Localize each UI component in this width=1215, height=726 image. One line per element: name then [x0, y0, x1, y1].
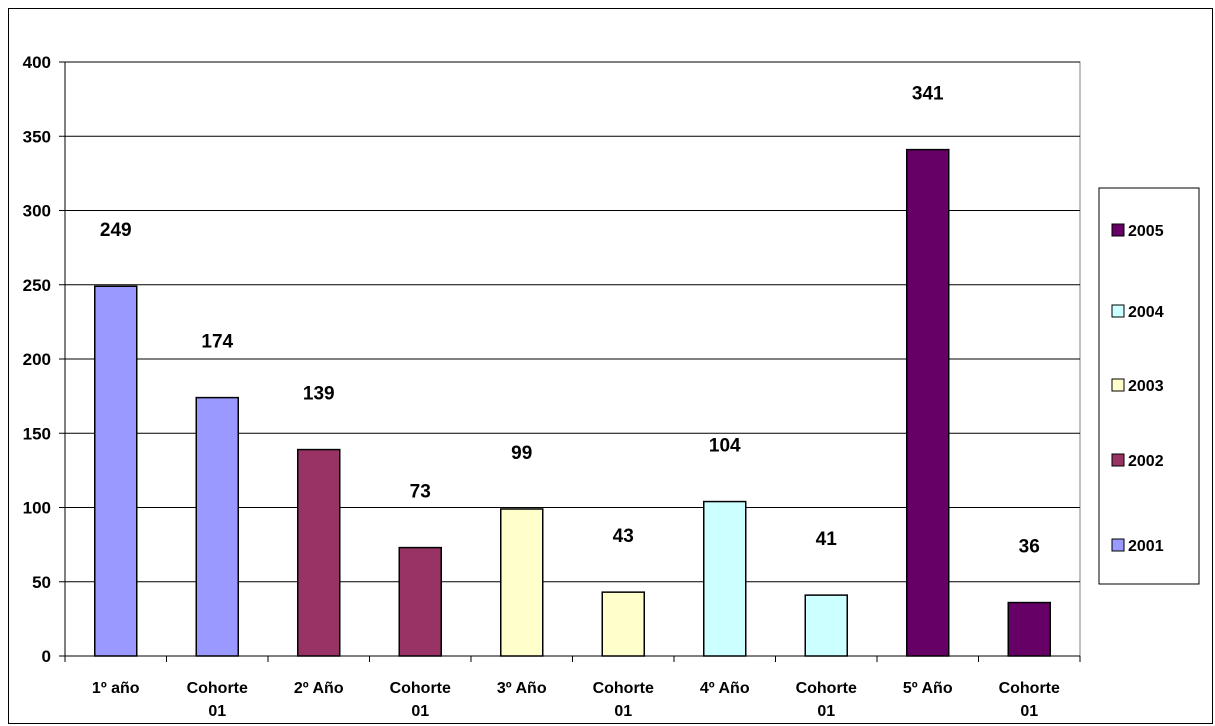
- bar: [703, 500, 747, 657]
- y-tick-label: 300: [23, 202, 51, 221]
- y-tick-label: 50: [32, 573, 51, 592]
- y-tick-label: 250: [23, 276, 51, 295]
- x-tick-label-line2: 01: [817, 703, 835, 720]
- x-tick-label-line2: 01: [411, 703, 429, 720]
- x-tick-label: Cohorte: [187, 680, 248, 697]
- x-tick-label-line2: 01: [208, 703, 226, 720]
- y-tick-label: 100: [23, 499, 51, 518]
- bar: [94, 285, 138, 657]
- x-tick-label: Cohorte: [796, 680, 857, 697]
- legend-swatch: [1111, 378, 1125, 392]
- legend-label: 2002: [1128, 453, 1164, 470]
- bar: [1007, 601, 1051, 657]
- bar: [195, 396, 239, 657]
- bar: [906, 148, 950, 657]
- y-tick-label: 0: [42, 647, 51, 666]
- data-label: 104: [709, 436, 741, 457]
- bar: [804, 594, 848, 657]
- x-tick-label: 2º Año: [294, 680, 344, 697]
- data-label: 139: [303, 384, 335, 405]
- data-label: 174: [201, 332, 233, 353]
- legend-label: 2003: [1128, 378, 1164, 395]
- legend: 2005 2004 2003 2002 2001: [1098, 187, 1200, 585]
- data-label: 41: [816, 529, 838, 550]
- y-tick-label: 350: [23, 127, 51, 146]
- x-tick-label: 3º Año: [497, 680, 547, 697]
- y-tick-label: 400: [23, 53, 51, 72]
- x-tick-label: 1º año: [92, 680, 140, 697]
- legend-swatch: [1111, 453, 1125, 467]
- data-labels: 249 174 139 73 99 43 104 41 341 36: [100, 84, 1040, 558]
- y-tick-label: 150: [23, 424, 51, 443]
- x-tick-label: Cohorte: [390, 680, 451, 697]
- bar: [500, 508, 544, 657]
- data-label: 341: [912, 84, 944, 105]
- bar: [398, 546, 442, 657]
- axes: 0 50 100 150 200 250 300 350 400 1º año Cohorte 01 2…: [23, 53, 1081, 720]
- legend-label: 2004: [1128, 304, 1164, 321]
- x-tick-label-line2: 01: [1020, 703, 1038, 720]
- bars: [94, 148, 1051, 657]
- legend-swatch: [1111, 538, 1125, 552]
- legend-swatch: [1111, 223, 1125, 237]
- x-tick-label: 4º Año: [700, 680, 750, 697]
- data-label: 249: [100, 220, 132, 241]
- data-label: 99: [511, 443, 532, 464]
- bar: [297, 448, 341, 657]
- chart-frame: [8, 8, 1213, 724]
- legend-label: 2001: [1128, 538, 1164, 555]
- legend-label: 2005: [1128, 223, 1164, 240]
- x-tick-label: Cohorte: [999, 680, 1060, 697]
- x-tick-label: Cohorte: [593, 680, 654, 697]
- legend-swatch: [1111, 304, 1125, 318]
- data-label: 73: [410, 482, 431, 503]
- data-label: 36: [1019, 537, 1040, 558]
- data-label: 43: [613, 526, 634, 547]
- x-tick-label: 5º Año: [903, 680, 953, 697]
- bar: [601, 591, 645, 657]
- y-tick-label: 200: [23, 350, 51, 369]
- x-tick-label-line2: 01: [614, 703, 632, 720]
